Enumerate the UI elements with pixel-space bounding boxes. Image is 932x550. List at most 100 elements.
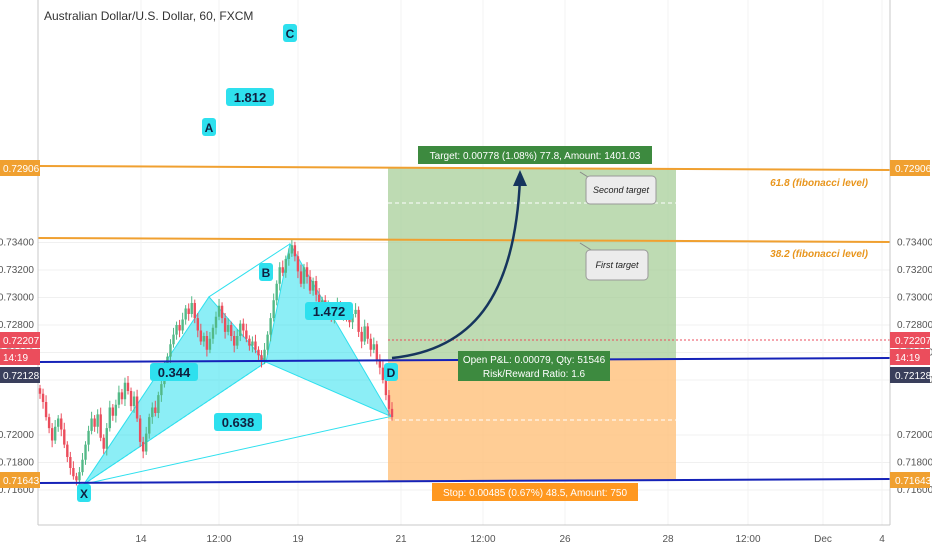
candle-body: [151, 407, 154, 418]
y-tick-label: 0.72000: [0, 430, 34, 441]
candle-body: [242, 323, 245, 331]
candle-body: [296, 256, 300, 272]
candle-body: [175, 325, 178, 335]
candle-body: [272, 300, 275, 319]
pnl-box-bg: [458, 351, 610, 381]
x-tick-label: 21: [395, 534, 407, 545]
candle-body: [305, 267, 309, 277]
candle-body: [126, 382, 130, 391]
candle-body: [293, 245, 297, 257]
y-tick-label: 0.73000: [0, 293, 34, 304]
price-tag-bg: [890, 472, 930, 488]
candle-body: [266, 334, 269, 350]
candle-body: [308, 276, 312, 291]
price-tag-bg: [0, 367, 40, 383]
note-first-target: First target: [579, 242, 649, 281]
ratio-labels: 1.812 1.472 0.344 0.638: [150, 88, 353, 431]
candle-body: [132, 396, 136, 407]
candle-body: [220, 305, 224, 319]
candle-body: [63, 429, 66, 445]
price-tag-bg: [890, 349, 930, 365]
candle-body: [60, 418, 63, 430]
candle-body: [117, 392, 121, 405]
candle-body: [120, 392, 124, 400]
price-tag-bg: [0, 349, 40, 365]
candle-body: [263, 349, 266, 361]
price-tag-bg: [890, 367, 930, 383]
pnl-text: Open P&L: 0.00079, Qty: 51546: [463, 355, 606, 366]
candle-body: [372, 344, 375, 350]
candle-body: [211, 327, 215, 339]
candle-body: [287, 253, 291, 259]
price-tag-label: 0.72207: [3, 336, 40, 347]
candle-body: [47, 417, 51, 429]
x-tick-label: Dec: [814, 534, 832, 545]
candle-body: [90, 418, 93, 431]
y-tick-label: 0.73000: [897, 293, 932, 304]
harmonic-line-xb: [83, 361, 267, 485]
candle-body: [102, 437, 105, 449]
point-label-bg: [77, 484, 91, 502]
candle-body: [314, 281, 318, 295]
candle-body: [229, 325, 233, 336]
price-tag-label: 0.71643: [895, 476, 932, 487]
candle-body: [72, 468, 75, 477]
candle-body: [275, 283, 278, 301]
y-tick-label: 0.73400: [0, 238, 34, 249]
price-tag-bg: [0, 160, 40, 176]
candles: [38, 238, 394, 488]
candle-body: [233, 336, 236, 346]
x-tick-label: 14: [135, 534, 147, 545]
candle-body: [187, 308, 190, 314]
candle-body: [357, 309, 360, 332]
candle-body: [69, 457, 72, 468]
stop-line: [37, 478, 891, 484]
candle-body: [93, 418, 96, 427]
candle-body: [278, 267, 281, 284]
candle-body: [214, 316, 218, 328]
chart-title: Australian Dollar/U.S. Dollar, 60, FXCM: [44, 9, 253, 23]
candle-body: [205, 336, 209, 350]
price-tag-bg: [0, 472, 40, 488]
rr-text: Risk/Reward Ratio: 1.6: [483, 369, 586, 380]
candle-body: [166, 356, 169, 369]
candle-body: [154, 407, 157, 413]
y-tick-label: 0.73200: [0, 265, 34, 276]
candle-body: [369, 338, 372, 350]
candle-body: [317, 294, 321, 309]
fib-618-label: 61.8 (fibonacci level): [770, 178, 868, 189]
x-tick-label: 12:00: [735, 534, 760, 545]
candle-body: [284, 259, 287, 273]
candle-body: [239, 323, 242, 336]
price-tag-label: 0.71643: [3, 476, 40, 487]
candle-body: [57, 418, 60, 427]
point-label-bg: [259, 263, 273, 281]
price-tag-label: 0.72906: [895, 164, 932, 175]
candle-body: [196, 318, 199, 331]
y-tick-label: 0.72000: [897, 430, 932, 441]
candle-body: [254, 341, 257, 350]
x-tick-label: 28: [662, 534, 674, 545]
candle-body: [366, 326, 369, 339]
harmonic-pattern: [83, 242, 393, 485]
harmonic-line-ac: [208, 243, 291, 298]
candle-body: [378, 359, 382, 368]
candle-body: [108, 407, 111, 429]
point-labels: X A B C D: [77, 24, 398, 502]
ratio-label: 1.812: [234, 90, 267, 105]
candle-body: [160, 384, 163, 396]
point-label-x: X: [80, 487, 88, 501]
price-tag-label: 0.72906: [3, 164, 40, 175]
price-tags: 0.72906 0.72906 0.72207 0.72207 14:19 14:19 0.…: [0, 160, 932, 488]
projection-arrowhead: [513, 170, 527, 186]
point-label-bg: [283, 24, 297, 42]
point-label-bg: [202, 118, 216, 136]
harmonic-line-xd: [83, 415, 392, 485]
candle-body: [281, 267, 284, 273]
point-label-c: C: [286, 27, 295, 41]
x-tick-label: 26: [559, 534, 571, 545]
y-tick-label: 0.71600: [897, 485, 932, 496]
price-tag-label: 0.72207: [895, 336, 932, 347]
candle-body: [138, 418, 142, 442]
target-tag-text: Target: 0.00778 (1.08%) 77.8, Amount: 14…: [430, 151, 641, 162]
